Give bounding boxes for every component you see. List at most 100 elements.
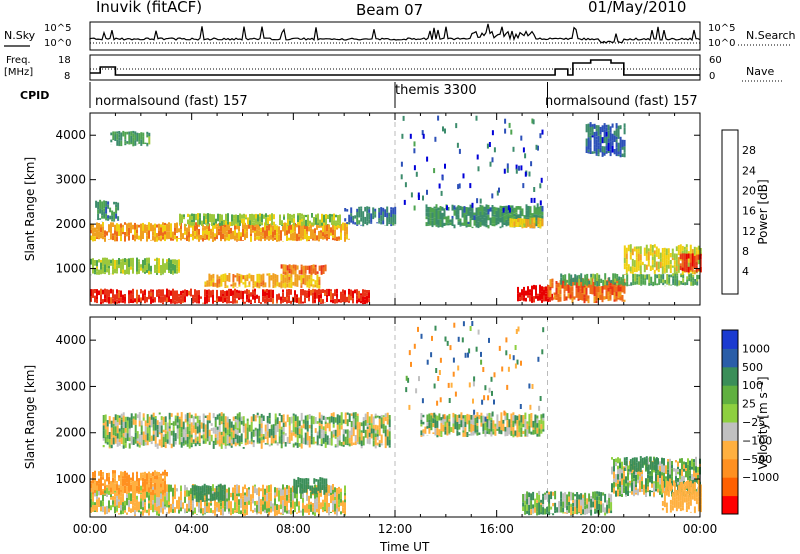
velocity-cell — [342, 500, 344, 508]
power-cell — [619, 145, 622, 149]
power-cell — [258, 280, 261, 283]
velocity-cell — [160, 441, 163, 448]
velocity-cell — [534, 422, 537, 430]
power-cell — [327, 214, 329, 219]
velocity-cell — [272, 438, 275, 444]
power-cell — [467, 207, 470, 216]
velocity-cell — [299, 482, 302, 489]
power-cell — [647, 248, 650, 252]
power-cell — [280, 301, 282, 304]
velocity-cell — [108, 500, 110, 509]
power-cell — [439, 219, 442, 227]
velocity-cell — [193, 492, 196, 496]
velocity-cell — [316, 492, 318, 498]
power-cell — [493, 147, 496, 153]
power-cell — [342, 289, 344, 294]
power-cell — [667, 260, 670, 265]
velocity-cell — [506, 427, 509, 436]
power-ytick-label: 2000 — [55, 217, 86, 231]
power-cell — [160, 227, 162, 236]
velocity-cell — [238, 412, 241, 418]
velocity-cell — [677, 478, 679, 482]
power-cell — [222, 293, 224, 296]
velocity-cell — [156, 511, 158, 516]
power-cell — [158, 289, 160, 294]
velocity-cell — [154, 479, 156, 483]
velocity-cell — [294, 427, 297, 434]
velocity-cell — [164, 492, 166, 493]
power-cell — [188, 231, 190, 238]
power-cell — [607, 291, 610, 296]
power-cell — [539, 214, 542, 219]
power-cell — [269, 214, 271, 221]
power-cell — [531, 289, 533, 297]
power-cell — [488, 142, 491, 147]
velocity-cell — [176, 422, 179, 426]
velocity-cell — [162, 416, 165, 426]
power-cell — [614, 282, 617, 285]
velocity-cell — [220, 502, 222, 507]
velocity-cell — [144, 442, 147, 446]
power-cell — [144, 265, 146, 272]
power-cell — [653, 254, 656, 263]
velocity-cell — [256, 488, 258, 495]
power-cell — [126, 143, 129, 145]
power-cell — [252, 294, 254, 300]
power-cell — [584, 274, 587, 281]
velocity-cell — [332, 500, 334, 506]
velocity-cell — [417, 326, 419, 332]
power-cell — [256, 236, 258, 240]
power-cell — [176, 268, 178, 272]
power-cell — [691, 249, 694, 256]
power-cell — [555, 294, 558, 298]
velocity-cell — [190, 505, 192, 509]
velocity-cell — [643, 488, 645, 495]
power-cell — [104, 288, 106, 295]
power-cell — [235, 221, 237, 224]
x-tick-label: 00:00 — [73, 522, 108, 536]
power-cell — [695, 262, 698, 266]
power-cell — [298, 297, 300, 304]
power-cell — [324, 289, 326, 293]
power-cell — [511, 218, 514, 221]
velocity-cell — [120, 490, 122, 492]
power-cell — [539, 220, 542, 228]
power-cell — [613, 299, 616, 302]
power-cell — [224, 298, 226, 303]
velocity-cell — [697, 485, 700, 493]
velocity-cell — [456, 415, 459, 423]
power-cell — [689, 256, 692, 263]
velocity-cell — [298, 505, 300, 511]
velocity-cell — [104, 485, 106, 491]
velocity-cell — [156, 443, 159, 447]
velocity-cell — [142, 472, 144, 475]
velocity-cell — [106, 493, 108, 497]
power-cell — [314, 233, 316, 240]
power-cell — [286, 297, 288, 300]
velocity-cells — [90, 321, 702, 516]
velocity-cell — [671, 505, 674, 511]
velocity-cell — [538, 494, 541, 503]
power-cell — [122, 232, 124, 235]
power-cell — [276, 232, 278, 240]
velocity-cell — [588, 493, 591, 502]
velocity-cell — [197, 500, 200, 502]
velocity-cell — [110, 491, 112, 498]
velocity-cell — [687, 489, 690, 495]
velocity-cell — [274, 419, 277, 426]
power-cell — [224, 237, 226, 242]
velocity-cell — [637, 488, 639, 496]
velocity-cell — [148, 471, 150, 480]
power-cell — [525, 297, 527, 302]
velocity-cell — [438, 370, 441, 375]
velocity-cell — [309, 485, 312, 491]
velocity-cell — [671, 465, 673, 469]
velocity-cell — [142, 477, 144, 482]
power-cell — [453, 224, 456, 229]
power-cell — [338, 236, 340, 240]
power-cell — [607, 295, 610, 302]
velocity-cell — [92, 492, 94, 495]
power-cell — [515, 224, 518, 227]
velocity-cell — [286, 495, 288, 501]
velocity-cell — [512, 434, 515, 438]
